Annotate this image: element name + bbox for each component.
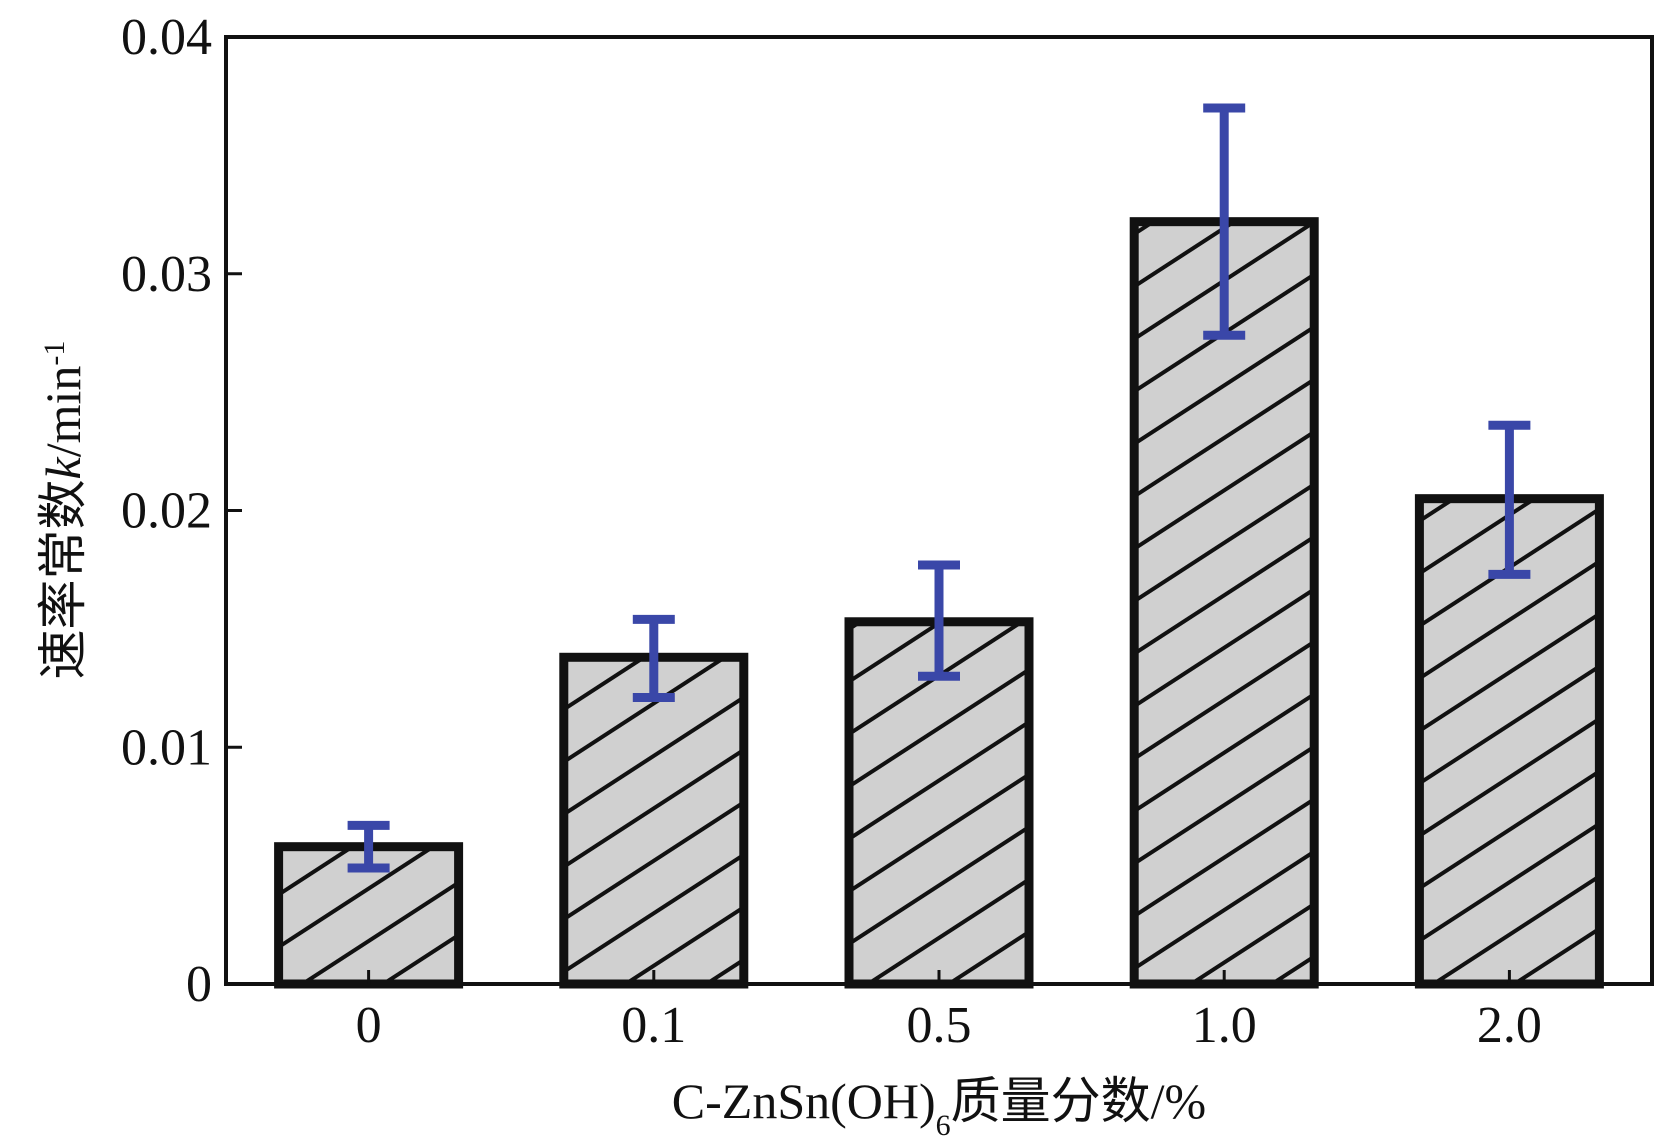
y-tick-label-0: 0 xyxy=(186,956,212,1013)
x-axis-label-prefix: C-ZnSn(OH) xyxy=(672,1073,936,1129)
y-tick-label-0.03: 0.03 xyxy=(121,246,212,303)
x-axis-label-subscript: 6 xyxy=(936,1109,951,1141)
x-tick-label-2.0: 2.0 xyxy=(1477,997,1542,1054)
error-bar-0.5 xyxy=(918,560,960,681)
x-tick-label-0.1: 0.1 xyxy=(621,997,686,1054)
x-axis-label-suffix: 质量分数/% xyxy=(951,1073,1207,1129)
y-axis-label-superscript: -1 xyxy=(38,341,71,366)
x-ticks-group: 0 0.1 0.5 1.0 2.0 xyxy=(356,970,1542,1054)
y-ticks-group: 0 0.01 0.02 0.03 0.04 xyxy=(121,9,242,1013)
y-axis-label-italic: k xyxy=(35,456,91,479)
error-bar-0.1 xyxy=(632,614,675,703)
x-tick-label-0: 0 xyxy=(356,997,382,1054)
error-bars-group xyxy=(347,103,1531,873)
y-tick-label-0.01: 0.01 xyxy=(121,719,212,776)
bar-1.0 xyxy=(1129,217,1319,989)
y-axis-label: 速率常数k/min-1 xyxy=(35,341,91,680)
x-axis-label: C-ZnSn(OH)6质量分数/% xyxy=(672,1073,1206,1141)
error-bar-1.0 xyxy=(1203,103,1246,340)
y-axis-label-prefix: 速率常数 xyxy=(35,479,91,679)
y-axis-label-unit: /min xyxy=(35,366,91,458)
y-tick-label-0.02: 0.02 xyxy=(121,483,212,540)
y-tick-label-0.04: 0.04 xyxy=(121,9,212,66)
x-tick-label-0.5: 0.5 xyxy=(907,997,972,1054)
bar-0.1 xyxy=(559,652,749,989)
error-bar-2.0 xyxy=(1488,420,1531,579)
x-tick-label-1.0: 1.0 xyxy=(1192,997,1257,1054)
error-bar-0 xyxy=(347,820,390,873)
